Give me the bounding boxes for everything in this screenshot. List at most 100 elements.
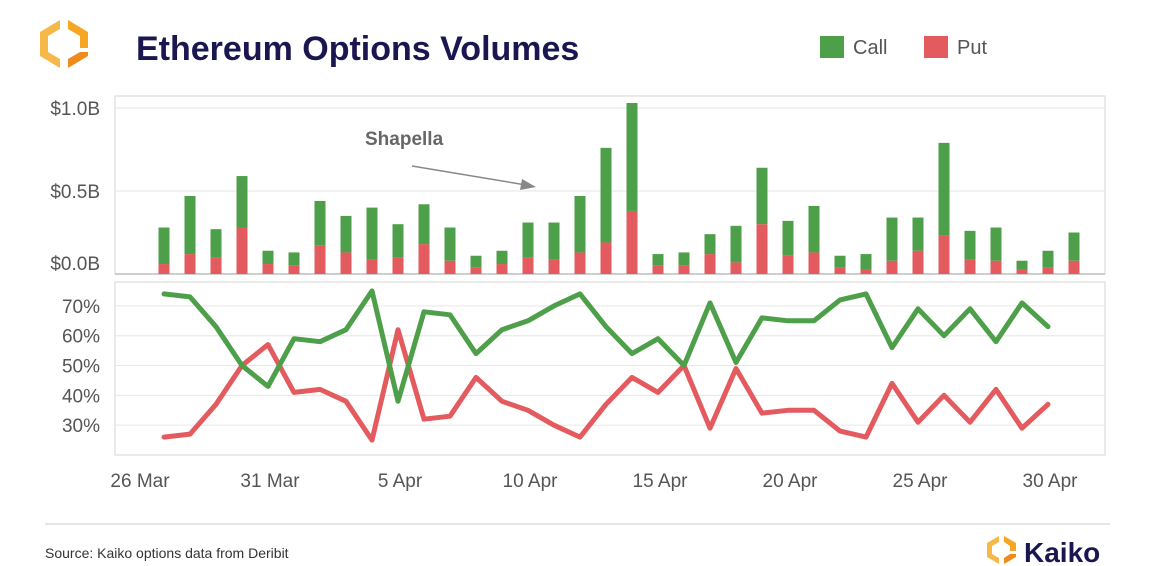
- bar-call: [158, 227, 170, 265]
- bar-put: [1068, 260, 1080, 274]
- bar-put: [158, 264, 170, 274]
- bar-call: [756, 167, 768, 225]
- bar-put: [938, 235, 950, 274]
- legend-label-put: Put: [957, 37, 987, 59]
- bar-put: [808, 252, 820, 274]
- bar-put: [1042, 267, 1054, 274]
- line-series: [161, 288, 1051, 443]
- bar-put: [548, 259, 560, 274]
- bar-put: [964, 259, 976, 274]
- bar-call: [314, 200, 326, 246]
- bar-call: [782, 220, 794, 256]
- bar-put: [834, 267, 846, 274]
- brand-name: Kaiko: [1024, 537, 1100, 566]
- x-tick-label: 5 Apr: [378, 471, 423, 492]
- page-title: Ethereum Options Volumes: [136, 30, 579, 68]
- bar-put: [392, 257, 404, 274]
- annotation: Shapella: [365, 129, 536, 190]
- bar-put: [496, 264, 508, 274]
- bar-call: [886, 217, 898, 261]
- x-tick-label: 15 Apr: [633, 471, 689, 492]
- bar-put: [704, 254, 716, 274]
- bar-put: [886, 260, 898, 274]
- bar-y-tick-label: $1.0B: [50, 99, 100, 120]
- annotation-arrow-line: [411, 165, 527, 186]
- bar-put: [626, 210, 638, 274]
- bar-call: [1016, 260, 1028, 270]
- legend-label-call: Call: [853, 37, 887, 59]
- x-tick-label: 10 Apr: [503, 471, 559, 492]
- bar-put: [236, 227, 248, 274]
- legend-swatch-call: [820, 36, 844, 58]
- line-put: [161, 327, 1051, 443]
- bar-call: [366, 207, 378, 260]
- kaiko-logo-icon: [987, 536, 1016, 564]
- bar-put: [418, 244, 430, 274]
- bar-call: [730, 225, 742, 263]
- bar-series: [158, 103, 1080, 274]
- bar-put: [860, 269, 872, 274]
- bar-call: [418, 204, 430, 245]
- annotation-label: Shapella: [365, 129, 444, 150]
- bar-call: [860, 254, 872, 270]
- bar-y-tick-label: $0.5B: [50, 182, 100, 203]
- bar-call: [340, 215, 352, 253]
- bar-put: [678, 265, 690, 274]
- x-tick-label: 30 Apr: [1023, 471, 1079, 492]
- bar-call: [288, 252, 300, 266]
- bar-put: [184, 254, 196, 274]
- bar-put: [990, 260, 1002, 274]
- bar-call: [808, 205, 820, 253]
- source-note: Source: Kaiko options data from Deribit: [45, 545, 289, 561]
- bar-put: [574, 252, 586, 274]
- bar-call: [574, 195, 586, 253]
- x-tick-label: 20 Apr: [763, 471, 819, 492]
- line-y-tick-label: 40%: [62, 386, 100, 407]
- bar-call: [444, 227, 456, 261]
- bar-call: [548, 222, 560, 260]
- bar-call: [1068, 232, 1080, 261]
- annotation-arrow-head: [520, 179, 536, 190]
- bar-call: [704, 234, 716, 255]
- bar-put: [782, 255, 794, 274]
- bar-call: [938, 142, 950, 236]
- bar-call: [600, 147, 612, 243]
- x-tick-label: 31 Mar: [240, 471, 300, 492]
- line-call: [161, 288, 1051, 404]
- x-tick-label: 25 Apr: [893, 471, 949, 492]
- bar-put: [652, 265, 664, 274]
- bar-put: [366, 259, 378, 274]
- brand-logo-icon: [40, 20, 88, 68]
- bar-put: [522, 257, 534, 274]
- bar-call: [652, 254, 664, 266]
- legend: Call Put: [820, 36, 987, 59]
- bar-put: [444, 260, 456, 274]
- bar-put: [262, 264, 274, 274]
- bar-call: [184, 195, 196, 255]
- bar-put: [1016, 269, 1028, 274]
- bar-put: [340, 252, 352, 274]
- bar-call: [496, 250, 508, 265]
- bar-put: [288, 265, 300, 274]
- line-y-tick-label: 70%: [62, 297, 100, 318]
- bar-y-tick-label: $0.0B: [50, 254, 100, 275]
- line-y-tick-label: 60%: [62, 327, 100, 348]
- bar-put: [730, 262, 742, 274]
- bar-call: [392, 224, 404, 258]
- bar-call: [990, 227, 1002, 261]
- bar-call: [522, 222, 534, 258]
- bar-call: [470, 255, 482, 268]
- bar-call: [210, 229, 222, 258]
- x-tick-label: 26 Mar: [110, 471, 170, 492]
- line-y-tick-label: 30%: [62, 416, 100, 437]
- line-panel-frame: [114, 281, 1106, 456]
- bar-call: [964, 230, 976, 260]
- bar-call: [1042, 250, 1054, 268]
- bar-put: [470, 267, 482, 274]
- legend-swatch-put: [924, 36, 948, 58]
- bar-put: [912, 250, 924, 274]
- bar-put: [210, 257, 222, 274]
- bar-call: [678, 252, 690, 266]
- bar-put: [600, 242, 612, 274]
